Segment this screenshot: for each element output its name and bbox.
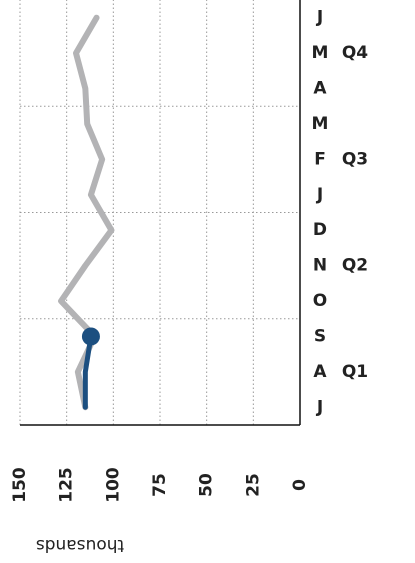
x-tick-label: F <box>314 149 326 169</box>
y-tick-label: 125 <box>57 467 77 503</box>
y-tick-label: 150 <box>10 467 30 503</box>
group-label: Q3 <box>342 149 368 169</box>
group-label: Q4 <box>342 43 368 63</box>
x-tick-label: O <box>313 291 327 311</box>
y-tick-label: 50 <box>197 473 217 497</box>
x-tick-label: M <box>312 43 329 63</box>
y-tick-label: 75 <box>150 473 170 497</box>
x-tick-label: A <box>313 362 327 382</box>
x-tick-label: N <box>313 256 327 276</box>
x-tick-label: J <box>316 397 323 417</box>
series-line <box>82 333 94 410</box>
y-tick-label: 100 <box>103 467 123 503</box>
x-tick-label: M <box>312 114 329 134</box>
x-tick-label: J <box>316 8 323 28</box>
x-tick-label: J <box>316 185 323 205</box>
group-label: Q2 <box>342 256 368 276</box>
end-point <box>81 327 100 346</box>
y-tick-label: 0 <box>290 479 310 491</box>
y-tick-label: 25 <box>243 473 263 497</box>
group-label: Q1 <box>342 362 368 382</box>
x-tick-label: S <box>314 326 326 346</box>
x-tick-label: D <box>313 220 327 240</box>
y-axis-title: thousands <box>36 535 124 555</box>
x-tick-label: A <box>313 79 327 99</box>
